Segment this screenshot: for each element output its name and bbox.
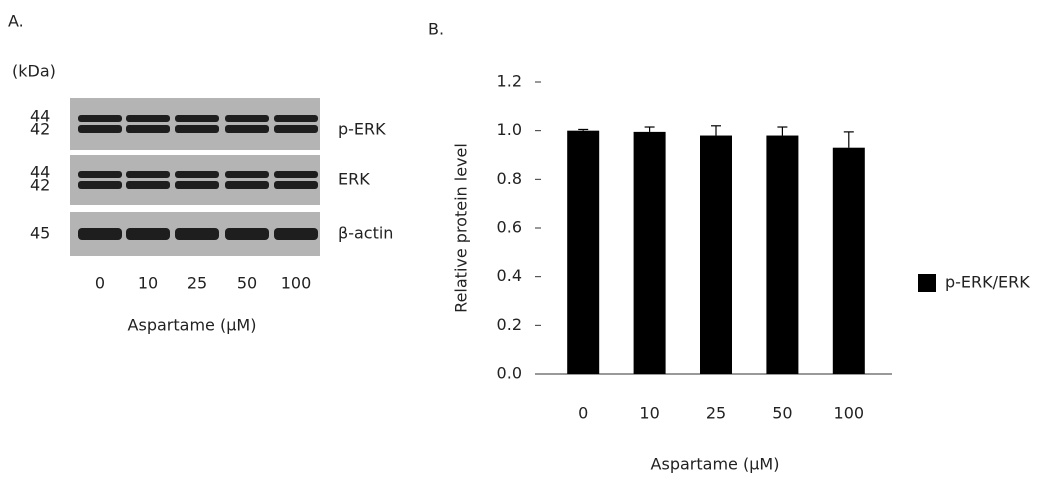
band: [126, 171, 170, 178]
legend-label: p-ERK/ERK: [945, 273, 1030, 292]
y-tick-label: 0.0: [497, 364, 522, 383]
y-tick-label: 0.8: [497, 169, 522, 188]
band: [78, 181, 122, 189]
row-label: β-actin: [338, 224, 393, 243]
row-label: p-ERK: [338, 120, 386, 139]
marker-label: 42: [30, 176, 50, 195]
bar: [700, 136, 732, 374]
y-tick-label: 0.4: [497, 266, 522, 285]
error-bar: [711, 126, 721, 136]
x-tick-label: 100: [834, 404, 865, 423]
bar: [766, 136, 798, 374]
band: [225, 115, 269, 122]
band: [274, 228, 318, 240]
bar: [833, 148, 865, 374]
blot-strip: [70, 98, 320, 150]
band: [274, 171, 318, 178]
panel-label: A.: [8, 12, 24, 31]
bar: [567, 131, 599, 374]
x-axis-label: Aspartame (μM): [651, 455, 780, 474]
band: [175, 115, 219, 122]
band: [126, 115, 170, 122]
band: [225, 181, 269, 189]
band: [225, 125, 269, 133]
error-bar: [844, 132, 854, 148]
lane-label: 100: [281, 274, 312, 293]
band: [225, 171, 269, 178]
band: [274, 115, 318, 122]
band: [175, 171, 219, 178]
y-tick-label: 0.2: [497, 315, 522, 334]
error-bar: [645, 127, 655, 132]
band: [274, 125, 318, 133]
lane-label: 25: [187, 274, 207, 293]
lane-label: 0: [95, 274, 105, 293]
band: [175, 125, 219, 133]
band: [78, 115, 122, 122]
y-tick-label: 1.0: [497, 120, 522, 139]
x-tick-label: 25: [706, 404, 726, 423]
blot-strip: [70, 155, 320, 205]
marker-label: 42: [30, 120, 50, 139]
band: [126, 181, 170, 189]
band: [175, 181, 219, 189]
band: [225, 228, 269, 240]
row-label: ERK: [338, 170, 370, 189]
figure: A. (kDa) Aspartame (μM) B. Relative prot…: [0, 0, 1059, 484]
y-axis-label: Relative protein level: [452, 143, 471, 313]
band: [78, 171, 122, 178]
legend-swatch: [918, 274, 936, 292]
band: [78, 228, 122, 240]
x-tick-label: 50: [772, 404, 792, 423]
lane-label: 10: [138, 274, 158, 293]
bar: [634, 132, 666, 374]
unit-label: (kDa): [12, 62, 56, 81]
error-bar: [777, 127, 787, 136]
band: [126, 228, 170, 240]
band: [78, 125, 122, 133]
x-tick-label: 0: [578, 404, 588, 423]
y-tick-label: 0.6: [497, 218, 522, 237]
x-axis-label: Aspartame (μM): [128, 316, 257, 335]
x-tick-label: 10: [639, 404, 659, 423]
marker-label: 45: [30, 224, 50, 243]
band: [175, 228, 219, 240]
panel-label: B.: [428, 20, 444, 39]
band: [274, 181, 318, 189]
error-bar: [578, 129, 588, 130]
band: [126, 125, 170, 133]
lane-label: 50: [237, 274, 257, 293]
y-tick-label: 1.2: [497, 72, 522, 91]
